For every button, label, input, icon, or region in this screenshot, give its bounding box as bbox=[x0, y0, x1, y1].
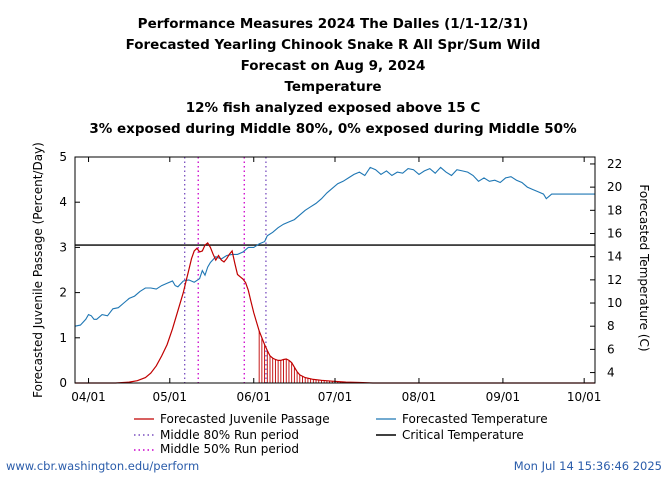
x-tick-label: 08/01 bbox=[402, 390, 437, 404]
footer-url: www.cbr.washington.edu/perform bbox=[6, 459, 199, 473]
y-right-tick-label: 6 bbox=[607, 342, 615, 356]
passage-series-line bbox=[75, 241, 595, 384]
x-tick-label: 07/01 bbox=[318, 390, 353, 404]
x-tick-label: 10/01 bbox=[567, 390, 602, 404]
y-right-tick-label: 22 bbox=[607, 157, 622, 171]
legend-critical-label: Critical Temperature bbox=[402, 428, 524, 442]
footer-timestamp: Mon Jul 14 15:36:46 2025 bbox=[514, 459, 662, 473]
x-tick-label: 09/01 bbox=[486, 390, 521, 404]
y-left-tick-label: 4 bbox=[59, 195, 67, 209]
x-tick-label: 04/01 bbox=[71, 390, 106, 404]
title-line-3: Forecast on Aug 9, 2024 bbox=[241, 58, 426, 74]
axes: 04/01 05/01 06/01 07/01 08/01 09/01 10/0101234… bbox=[59, 150, 622, 404]
y-right-tick-label: 12 bbox=[607, 273, 622, 287]
temperature-series-line bbox=[74, 166, 595, 327]
title-line-4: Temperature bbox=[284, 79, 381, 95]
chart-title: Performance Measures 2024 The Dalles (1/… bbox=[89, 16, 577, 137]
y-left-tick-label: 0 bbox=[59, 376, 67, 390]
y-right-tick-label: 10 bbox=[607, 296, 622, 310]
y-left-tick-label: 2 bbox=[59, 286, 67, 300]
x-tick-label: 06/01 bbox=[236, 390, 271, 404]
y-right-tick-label: 4 bbox=[607, 366, 615, 380]
y-right-tick-label: 8 bbox=[607, 319, 615, 333]
title-line-5: 12% fish analyzed exposed above 15 C bbox=[186, 100, 481, 116]
title-line-2: Forecasted Yearling Chinook Snake R All … bbox=[126, 37, 541, 53]
legend-passage-label: Forecasted Juvenile Passage bbox=[160, 412, 330, 426]
y-right-tick-label: 18 bbox=[607, 203, 622, 217]
legend-temperature-label: Forecasted Temperature bbox=[402, 412, 548, 426]
y-left-tick-label: 5 bbox=[59, 150, 67, 164]
y-axis-left-label: Forecasted Juvenile Passage (Percent/Day… bbox=[31, 142, 45, 398]
y-right-tick-label: 16 bbox=[607, 226, 622, 240]
legend-middle50-label: Middle 50% Run period bbox=[160, 442, 299, 456]
y-right-tick-label: 14 bbox=[607, 250, 622, 264]
plot-area bbox=[74, 157, 595, 384]
y-left-tick-label: 3 bbox=[59, 240, 67, 254]
legend-middle80-label: Middle 80% Run period bbox=[160, 428, 299, 442]
title-line-1: Performance Measures 2024 The Dalles (1/… bbox=[138, 16, 529, 32]
y-axis-right-label: Forecasted Temperature (C) bbox=[637, 184, 651, 351]
x-tick-label: 05/01 bbox=[152, 390, 187, 404]
y-right-tick-label: 20 bbox=[607, 180, 622, 194]
legend: Forecasted Juvenile Passage Forecasted T… bbox=[134, 412, 548, 456]
y-left-tick-label: 1 bbox=[59, 331, 67, 345]
title-line-6: 3% exposed during Middle 80%, 0% exposed… bbox=[89, 121, 577, 137]
